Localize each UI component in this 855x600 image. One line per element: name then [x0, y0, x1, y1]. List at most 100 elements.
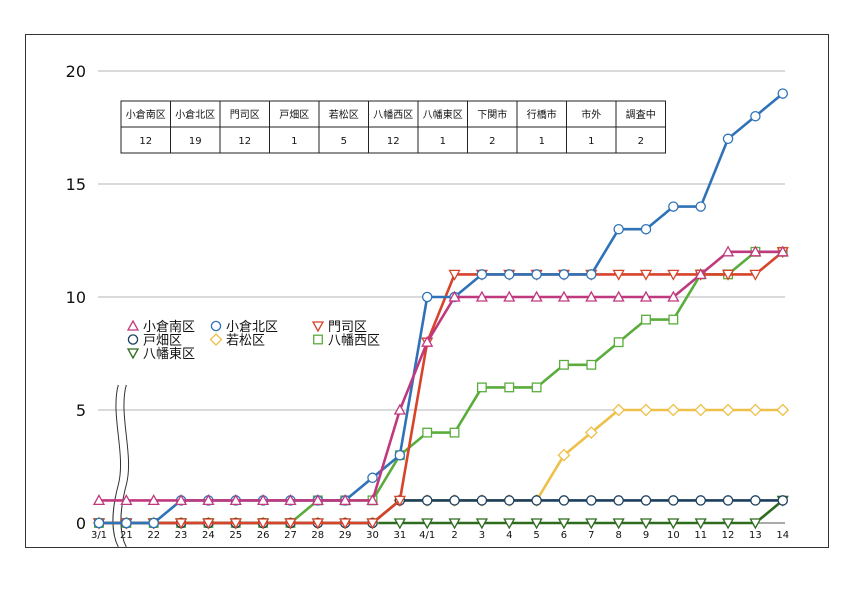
data-point: [666, 403, 680, 417]
chart-frame: 0 5 10 15 20 3/1 21 22 23 24 25 26 27 28 29 30 31 4/1 2 3 4 5…: [25, 34, 829, 548]
data-point: [749, 245, 762, 257]
legend-swatch: [210, 320, 222, 332]
axis-break-line: [120, 384, 130, 548]
table-value-cell: 12: [387, 136, 400, 147]
data-point: [448, 290, 461, 302]
data-point: [256, 494, 270, 506]
data-point: [476, 269, 488, 280]
legend-swatch: [209, 333, 223, 346]
data-point: [503, 269, 515, 280]
data-point: [667, 518, 680, 530]
data-point: [503, 495, 515, 506]
x-tick-label: 23: [175, 530, 188, 541]
data-point: [749, 518, 762, 530]
data-point: [639, 403, 653, 417]
table-value-cell: 1: [539, 136, 545, 147]
data-point: [668, 495, 679, 506]
legend-item: 若松区: [209, 333, 265, 349]
data-point: [640, 495, 652, 506]
data-point: [174, 494, 188, 506]
data-point: [586, 359, 597, 370]
data-point: [422, 427, 433, 438]
data-point: [641, 314, 651, 325]
data-point: [750, 110, 761, 122]
x-tick-label: 9: [643, 530, 649, 541]
data-point: [202, 494, 215, 506]
legend-label: 八幡西区: [328, 334, 380, 349]
data-point: [449, 495, 460, 506]
table-header-cell: 八幡東区: [423, 108, 463, 121]
data-point: [613, 223, 624, 235]
data-point: [750, 495, 761, 506]
x-tick-label: 3: [479, 530, 485, 541]
data-point: [229, 494, 242, 506]
data-point: [721, 245, 735, 257]
legend-label: 八幡東区: [143, 346, 195, 362]
x-tick-label: 6: [561, 530, 567, 541]
data-point: [722, 133, 734, 145]
x-tick-label: 31: [393, 530, 406, 541]
x-tick-label: 4: [506, 530, 512, 541]
table-value-cell: 12: [238, 136, 251, 147]
x-tick-label: 27: [284, 530, 297, 541]
data-point: [612, 269, 625, 281]
data-point: [531, 382, 542, 393]
data-point: [558, 269, 570, 280]
data-point: [503, 518, 516, 530]
data-point: [640, 223, 652, 235]
data-point: [748, 403, 762, 417]
data-point: [613, 495, 624, 506]
data-point: [366, 518, 379, 530]
x-tick-label: 14: [776, 530, 789, 541]
data-point: [612, 403, 626, 417]
data-point: [229, 518, 242, 530]
data-point: [311, 494, 324, 506]
data-point: [694, 403, 708, 417]
series-line: [99, 499, 784, 525]
legend-swatch: [311, 321, 325, 333]
data-point: [584, 426, 598, 440]
legend-item: 門司区: [311, 320, 367, 335]
data-point: [448, 518, 461, 530]
data-point: [475, 518, 489, 530]
legend-item: 小倉南区: [126, 319, 195, 335]
data-point: [721, 518, 735, 530]
data-point: [749, 269, 762, 281]
table-value-cell: 5: [341, 136, 347, 147]
x-tick-label: 3/1: [91, 530, 107, 541]
data-point: [557, 448, 571, 462]
data-point: [612, 518, 625, 530]
data-point: [421, 291, 433, 303]
data-point: [639, 269, 653, 281]
data-point: [777, 495, 789, 506]
table-value-cell: 2: [638, 136, 644, 147]
data-point: [421, 335, 434, 347]
x-tick-label: 26: [257, 530, 270, 541]
data-point: [148, 517, 159, 529]
data-point: [585, 290, 598, 302]
data-point: [120, 494, 133, 506]
data-point: [393, 403, 406, 415]
data-point: [695, 495, 706, 506]
data-point: [394, 449, 406, 461]
x-tick-label: 30: [366, 530, 379, 541]
legend-item: 戸畑区: [127, 334, 182, 349]
table-header-cell: 八幡西区: [373, 108, 413, 121]
data-point: [721, 269, 735, 281]
data-point: [612, 290, 625, 302]
y-tick-label: 15: [66, 175, 86, 194]
data-point: [147, 494, 160, 506]
data-point: [503, 290, 516, 302]
data-point: [92, 494, 106, 506]
data-point: [284, 494, 297, 506]
x-tick-label: 25: [229, 530, 242, 541]
data-point: [202, 518, 215, 530]
x-tick-label: 12: [722, 530, 735, 541]
legend-item: 小倉北区: [210, 320, 278, 335]
table-header-cell: 門司区: [230, 109, 260, 121]
data-point: [586, 495, 597, 506]
series-line: [99, 250, 783, 502]
data-point: [284, 518, 297, 530]
x-tick-label: 24: [202, 530, 215, 541]
